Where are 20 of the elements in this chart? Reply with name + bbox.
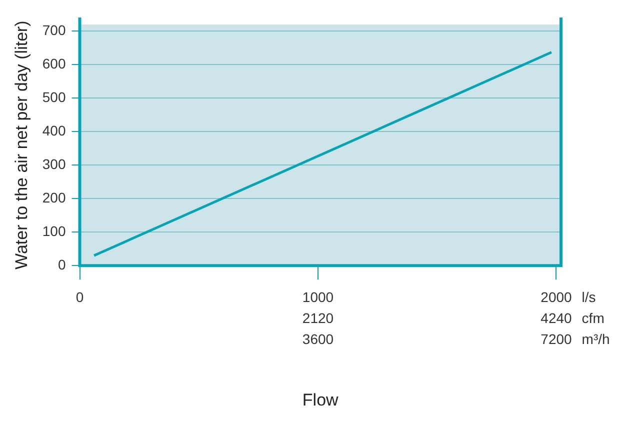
y-tick-label: 0	[58, 256, 66, 272]
y-tick-label: 500	[42, 89, 66, 106]
text: l/s	[582, 288, 596, 305]
y-tick-label: 600	[42, 56, 66, 72]
x2-tick-label: 2120	[302, 310, 334, 326]
x-axis-title: Flow	[302, 390, 340, 410]
x2-tick-label: 4240	[540, 310, 572, 326]
text: cfm	[582, 310, 604, 326]
y-axis-title: Water to the air net per day (liter)	[12, 20, 31, 270]
x-tick-label: 1000	[302, 288, 334, 305]
x-tick-label: 0	[76, 288, 84, 305]
x-tick-label: 2000	[540, 288, 572, 305]
text: 3600	[302, 330, 334, 347]
y-tick-label: 200	[42, 189, 66, 206]
y-tick-label: 300	[42, 156, 66, 172]
y-tick-label: 700	[42, 22, 66, 38]
text: 7200	[540, 330, 572, 347]
text: m³/h	[582, 330, 610, 347]
y-tick-label: 400	[42, 122, 66, 139]
y-tick-label: 100	[42, 222, 66, 239]
